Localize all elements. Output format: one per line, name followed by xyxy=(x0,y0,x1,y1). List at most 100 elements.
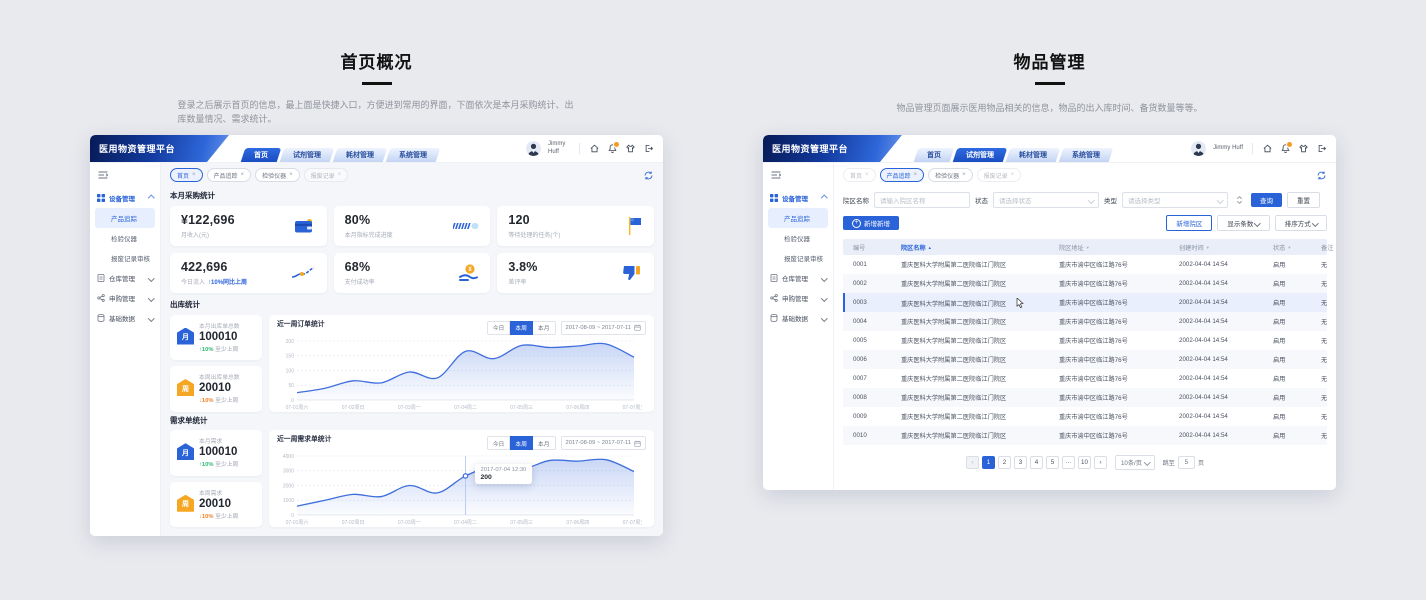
display-count-dropdown[interactable]: 显示条数 xyxy=(1217,215,1270,231)
nav-tab-consumables[interactable]: 耗材管理 xyxy=(332,148,388,162)
col-header-created[interactable]: 创建时间 ▼ xyxy=(1179,244,1210,252)
logout-icon[interactable] xyxy=(1316,143,1327,154)
table-row[interactable]: 0010 重庆医科大学附属第二医院临江门院区 重庆市渝中区临江路76号 2002-04… xyxy=(843,426,1327,445)
table-row[interactable]: 0005 重庆医科大学附属第二医院临江门院区 重庆市渝中区临江路76号 2002-04… xyxy=(843,331,1327,350)
table-row[interactable]: 0009 重庆医科大学附属第二医院临江门院区 重庆市渝中区临江路76号 2002-04… xyxy=(843,407,1327,426)
sidebar-group-device[interactable]: 设备管理 xyxy=(763,188,833,208)
range-week-button[interactable]: 本周 xyxy=(510,320,533,335)
sidebar-item-test-instrument[interactable]: 检验仪器 xyxy=(784,236,810,243)
range-today-button[interactable]: 今日 xyxy=(486,320,511,335)
tag-test-instrument[interactable]: 检验仪器 × xyxy=(255,168,300,182)
close-icon[interactable]: × xyxy=(1010,172,1015,178)
sidebar-collapse-icon[interactable] xyxy=(90,167,160,188)
sort-mode-dropdown[interactable]: 排序方式 xyxy=(1274,215,1327,231)
nav-tab-consumables[interactable]: 耗材管理 xyxy=(1005,148,1061,162)
stat-card-inflow: 422,696 今日流入 ↑10%同比上周 xyxy=(170,252,327,293)
status-select[interactable]: 请选择状态 xyxy=(993,192,1099,208)
col-header-name[interactable]: 院区名称 ▲ xyxy=(901,244,932,252)
close-icon[interactable]: × xyxy=(240,172,245,178)
tag-home[interactable]: 首页 × xyxy=(843,168,876,182)
page-ellipsis[interactable]: ··· xyxy=(1061,456,1075,469)
table-row[interactable]: 0008 重庆医科大学附属第二医院临江门院区 重庆市渝中区临江路76号 2002-04… xyxy=(843,388,1327,407)
date-range-picker[interactable]: 2017-08-09 ~ 2017-07-11 xyxy=(560,320,646,335)
sidebar-group-warehouse[interactable]: 仓库管理 xyxy=(90,268,160,288)
close-icon[interactable]: × xyxy=(865,172,869,178)
next-page-button[interactable]: › xyxy=(1093,456,1107,469)
sidebar-group-basic-data[interactable]: 基础数据 xyxy=(763,308,833,328)
add-new-button[interactable]: + 新增新增 xyxy=(843,216,899,230)
shirt-icon[interactable] xyxy=(625,143,636,154)
nav-tab-system[interactable]: 系统管理 xyxy=(1058,148,1114,162)
table-row[interactable]: 0001 重庆医科大学附属第二医院临江门院区 重庆市渝中区临江路76号 2002-04… xyxy=(843,255,1327,274)
close-icon[interactable]: × xyxy=(962,172,966,178)
table-row[interactable]: 0006 重庆医科大学附属第二医院临江门院区 重庆市渝中区临江路76号 2002-04… xyxy=(843,350,1327,369)
tag-product-tracking[interactable]: 产品追踪 × xyxy=(879,168,925,182)
sidebar-item-test-instrument[interactable]: 检验仪器 xyxy=(111,236,137,243)
tag-scrap-record[interactable]: 报废记录 × xyxy=(976,168,1022,182)
range-week-button[interactable]: 本周 xyxy=(510,436,533,451)
search-button[interactable]: 查询 xyxy=(1251,193,1282,207)
type-select[interactable]: 请选择类型 xyxy=(1122,192,1228,208)
nav-tab-home[interactable]: 首页 xyxy=(240,148,282,162)
per-page-select[interactable]: 10条/页 xyxy=(1114,455,1156,470)
table-row[interactable]: 0007 重庆医科大学附属第二医院临江门院区 重庆市渝中区临江路76号 2002-04… xyxy=(843,369,1327,388)
close-icon[interactable]: × xyxy=(192,172,196,178)
page-button[interactable]: 4 xyxy=(1029,456,1043,469)
sidebar-group-purchase[interactable]: 申购管理 xyxy=(90,288,160,308)
nav-tab-home[interactable]: 首页 xyxy=(913,148,955,162)
sidebar-group-purchase[interactable]: 申购管理 xyxy=(763,288,833,308)
page-button[interactable]: 2 xyxy=(997,456,1011,469)
close-icon[interactable]: × xyxy=(913,172,918,178)
sidebar-item-product-tracking[interactable]: 产品追踪 xyxy=(768,208,828,228)
col-header-address[interactable]: 院区地址 ▼ xyxy=(1059,244,1090,252)
nav-tab-reagent[interactable]: 试剂管理 xyxy=(279,148,335,162)
refresh-icon[interactable] xyxy=(1316,170,1327,181)
range-month-button[interactable]: 本月 xyxy=(532,436,556,451)
nav-tab-system[interactable]: 系统管理 xyxy=(385,148,441,162)
home-icon[interactable] xyxy=(589,143,600,154)
col-header-id[interactable]: 编号 xyxy=(853,244,866,252)
jump-page-input[interactable]: 5 xyxy=(1177,456,1195,469)
table-cell: 0003 xyxy=(853,299,867,306)
date-range-picker[interactable]: 2017-08-09 ~ 2017-07-11 xyxy=(560,436,646,451)
collapse-filters-icon[interactable] xyxy=(1235,195,1244,205)
table-row[interactable]: 0002 重庆医科大学附属第二医院临江门院区 重庆市渝中区临江路76号 2002-04… xyxy=(843,274,1327,293)
sidebar-group-warehouse[interactable]: 仓库管理 xyxy=(763,268,833,288)
close-icon[interactable]: × xyxy=(289,172,293,178)
page-button[interactable]: 3 xyxy=(1013,456,1027,469)
refresh-icon[interactable] xyxy=(643,170,654,181)
home-icon[interactable] xyxy=(1262,143,1273,154)
bell-icon[interactable] xyxy=(1280,141,1293,154)
page-button[interactable]: 1 xyxy=(981,456,995,469)
close-icon[interactable]: × xyxy=(337,172,342,178)
bell-icon[interactable] xyxy=(607,141,620,154)
tag-test-instrument[interactable]: 检验仪器 × xyxy=(928,168,973,182)
campus-name-input[interactable]: 请输入院区名称 xyxy=(874,192,970,208)
tag-product-tracking[interactable]: 产品追踪 × xyxy=(206,168,252,182)
range-month-button[interactable]: 本月 xyxy=(532,320,556,335)
table-cell: 无 xyxy=(1321,338,1328,345)
tag-scrap-record[interactable]: 报废记录 × xyxy=(303,168,349,182)
user-avatar[interactable] xyxy=(1191,141,1207,156)
sidebar-item-scrap-record-audit[interactable]: 报废记录审核 xyxy=(784,256,823,263)
sidebar-group-device[interactable]: 设备管理 xyxy=(90,188,160,208)
sidebar-collapse-icon[interactable] xyxy=(763,167,833,188)
sidebar-group-basic-data[interactable]: 基础数据 xyxy=(90,308,160,328)
col-header-status[interactable]: 状态 ▼ xyxy=(1273,244,1292,252)
user-avatar[interactable] xyxy=(526,141,541,156)
tag-home[interactable]: 首页 × xyxy=(170,168,203,182)
nav-tab-reagent[interactable]: 试剂管理 xyxy=(952,148,1008,162)
table-row[interactable]: 0003 重庆医科大学附属第二医院临江门院区 重庆市渝中区临江路76号 2002-04… xyxy=(843,293,1327,312)
add-campus-button[interactable]: 新增院区 xyxy=(1166,215,1213,231)
logout-icon[interactable] xyxy=(643,143,654,154)
range-today-button[interactable]: 今日 xyxy=(486,436,511,451)
page-button[interactable]: 10 xyxy=(1077,456,1091,469)
right-panel-heading: 物品管理 物品管理页面展示医用物品相关的信息，物品的出入库时间、备货数量等等。 xyxy=(763,48,1336,116)
reset-button[interactable]: 重置 xyxy=(1287,192,1320,208)
prev-page-button[interactable]: ‹ xyxy=(965,456,979,469)
page-button[interactable]: 5 xyxy=(1045,456,1059,469)
sidebar-item-product-tracking[interactable]: 产品追踪 xyxy=(95,208,155,228)
shirt-icon[interactable] xyxy=(1298,143,1309,154)
sidebar-item-scrap-record-audit[interactable]: 报废记录审核 xyxy=(111,256,150,263)
table-row[interactable]: 0004 重庆医科大学附属第二医院临江门院区 重庆市渝中区临江路76号 2002-04… xyxy=(843,312,1327,331)
